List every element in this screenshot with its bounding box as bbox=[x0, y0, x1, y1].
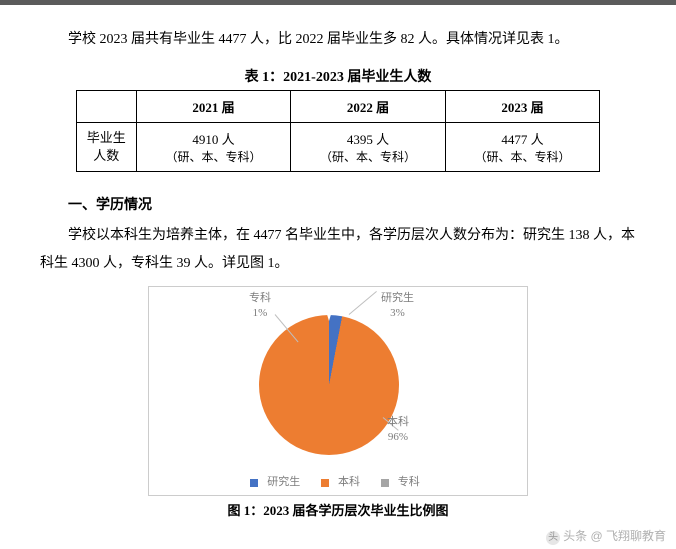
legend-label: 研究生 bbox=[267, 476, 300, 488]
legend-swatch bbox=[321, 479, 329, 487]
cell-sub: （研、本、专科） bbox=[166, 150, 262, 164]
cell-value: 4395 人 bbox=[347, 132, 389, 147]
top-border-bar bbox=[0, 0, 676, 5]
slice-label-zhuanke: 专科1% bbox=[249, 291, 271, 320]
cell-2021: 4910 人 （研、本、专科） bbox=[136, 123, 290, 172]
legend-item: 研究生 bbox=[250, 476, 306, 488]
cell-2022: 4395 人 （研、本、专科） bbox=[291, 123, 445, 172]
section-heading: 一、学历情况 bbox=[40, 194, 636, 214]
table-corner-cell bbox=[76, 91, 136, 123]
legend-label: 专科 bbox=[398, 476, 420, 488]
section-body: 学校以本科生为培养主体，在 4477 名毕业生中，各学历层次人数分布为：研究生 … bbox=[40, 222, 636, 278]
pie-chart: 专科1% 研究生3% 本科96% 研究生 本科 专科 bbox=[148, 286, 528, 496]
col-2021: 2021 届 bbox=[136, 91, 290, 123]
row-header: 毕业生人数 bbox=[76, 123, 136, 172]
table-row: 毕业生人数 4910 人 （研、本、专科） 4395 人 （研、本、专科） 44… bbox=[76, 123, 599, 172]
col-2022: 2022 届 bbox=[291, 91, 445, 123]
legend-label: 本科 bbox=[338, 476, 360, 488]
cell-sub: （研、本、专科） bbox=[320, 150, 416, 164]
cell-sub: （研、本、专科） bbox=[474, 150, 570, 164]
cell-value: 4910 人 bbox=[192, 132, 234, 147]
watermark-icon: 头 bbox=[546, 531, 560, 545]
watermark: 头头条 @ 飞翔聊教育 bbox=[546, 527, 666, 545]
pie-separator bbox=[326, 311, 332, 321]
watermark-text: 头条 @ 飞翔聊教育 bbox=[563, 529, 666, 543]
table-header-row: 2021 届 2022 届 2023 届 bbox=[76, 91, 599, 123]
cell-value: 4477 人 bbox=[501, 132, 543, 147]
cell-2023: 4477 人 （研、本、专科） bbox=[445, 123, 600, 172]
legend-item: 本科 bbox=[321, 476, 366, 488]
legend-swatch bbox=[381, 479, 389, 487]
intro-paragraph: 学校 2023 届共有毕业生 4477 人，比 2022 届毕业生多 82 人。… bbox=[40, 26, 636, 54]
slice-label-benke: 本科96% bbox=[387, 415, 409, 444]
leader-line bbox=[349, 291, 377, 315]
legend-item: 专科 bbox=[381, 476, 426, 488]
col-2023: 2023 届 bbox=[445, 91, 600, 123]
slice-label-yanjiu: 研究生3% bbox=[381, 291, 414, 320]
graduates-table: 2021 届 2022 届 2023 届 毕业生人数 4910 人 （研、本、专… bbox=[76, 90, 600, 172]
figure-title: 图 1：2023 届各学历层次毕业生比例图 bbox=[40, 500, 636, 519]
legend-swatch bbox=[250, 479, 258, 487]
chart-legend: 研究生 本科 专科 bbox=[149, 473, 527, 489]
table-title: 表 1：2021-2023 届毕业生人数 bbox=[40, 66, 636, 86]
pie-graphic bbox=[259, 315, 399, 455]
